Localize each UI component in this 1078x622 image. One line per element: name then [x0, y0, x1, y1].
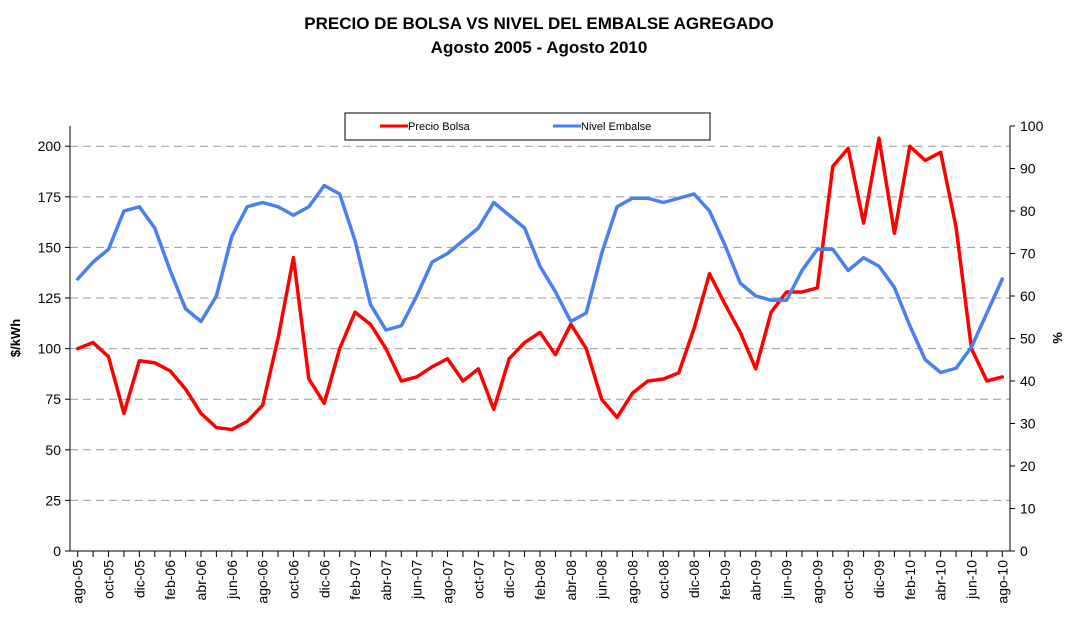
y2-tick-label: 0 [1020, 543, 1028, 559]
x-tick-label: abr-06 [193, 560, 209, 601]
x-tick-label: abr-07 [378, 560, 394, 601]
y2-tick-label: 40 [1020, 373, 1036, 389]
x-tick-label: ago-09 [809, 560, 825, 604]
x-tick-label: jun-06 [224, 560, 240, 600]
legend-label: Precio Bolsa [408, 121, 471, 133]
x-tick-label: jun-10 [963, 560, 979, 600]
x-tick-label: feb-06 [162, 560, 178, 600]
x-tick-label: feb-07 [347, 560, 363, 600]
x-tick-label: jun-08 [594, 560, 610, 600]
x-tick-label: feb-08 [532, 560, 548, 600]
y2-tick-label: 100 [1020, 118, 1044, 134]
series-line [75, 183, 1005, 375]
chart-title: PRECIO DE BOLSA VS NIVEL DEL EMBALSE AGR… [304, 14, 773, 33]
y2-tick-label: 50 [1020, 331, 1036, 347]
x-tick-label: dic-06 [316, 560, 332, 598]
y-tick-label: 25 [45, 492, 61, 508]
y2-tick-label: 30 [1020, 416, 1036, 432]
y2-tick-label: 60 [1020, 288, 1036, 304]
x-tick-label: oct-05 [101, 560, 117, 599]
x-tick-label: ago-06 [255, 560, 271, 604]
x-tick-label: feb-09 [717, 560, 733, 600]
y2-tick-label: 20 [1020, 458, 1036, 474]
y-tick-label: 125 [38, 290, 62, 306]
y-tick-label: 50 [45, 442, 61, 458]
x-tick-label: dic-07 [501, 560, 517, 598]
x-tick-label: abr-08 [563, 560, 579, 601]
y2-tick-label: 90 [1020, 161, 1036, 177]
x-tick-label: ago-10 [994, 560, 1010, 604]
x-tick-label: oct-08 [655, 560, 671, 599]
y-axis-title: $/kWh [8, 319, 23, 357]
x-tick-label: jun-09 [779, 560, 795, 600]
x-tick-label: dic-05 [131, 560, 147, 598]
x-tick-label: feb-10 [902, 560, 918, 600]
x-tick-label: oct-06 [285, 560, 301, 599]
y-tick-label: 200 [38, 138, 62, 154]
y2-axis-title: % [1050, 332, 1065, 344]
legend-label: Nivel Embalse [581, 121, 651, 133]
x-tick-label: dic-08 [686, 560, 702, 598]
series-line [75, 136, 1005, 432]
x-tick-label: ago-05 [70, 560, 86, 604]
x-tick-label: oct-09 [840, 560, 856, 599]
y2-tick-label: 10 [1020, 501, 1036, 517]
x-tick-label: ago-08 [624, 560, 640, 604]
y-tick-label: 175 [38, 189, 62, 205]
x-tick-label: oct-07 [470, 560, 486, 599]
x-tick-label: dic-09 [871, 560, 887, 598]
y-tick-label: 75 [45, 391, 61, 407]
x-tick-label: abr-10 [933, 560, 949, 601]
x-tick-label: jun-07 [409, 560, 425, 600]
chart-subtitle: Agosto 2005 - Agosto 2010 [431, 38, 648, 57]
y-tick-label: 100 [38, 341, 62, 357]
y2-tick-label: 80 [1020, 203, 1036, 219]
y-tick-label: 150 [38, 239, 62, 255]
x-tick-label: abr-09 [748, 560, 764, 601]
x-tick-label: ago-07 [440, 560, 456, 604]
y-tick-label: 0 [53, 543, 61, 559]
y2-tick-label: 70 [1020, 246, 1036, 262]
